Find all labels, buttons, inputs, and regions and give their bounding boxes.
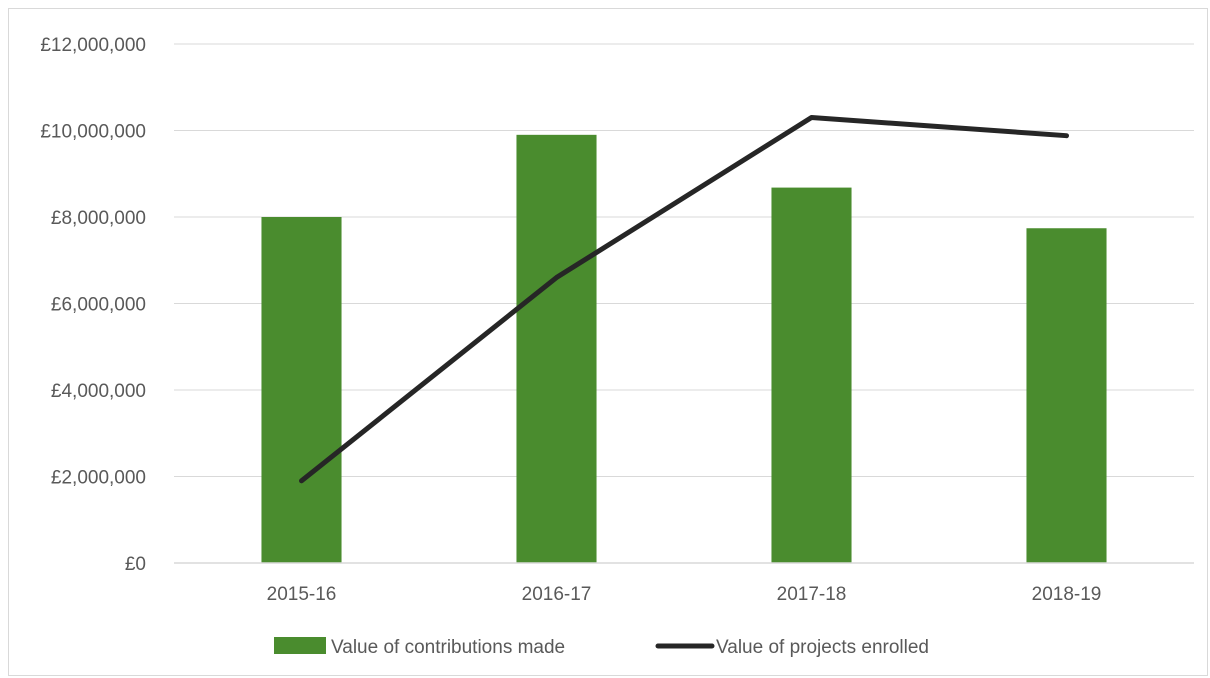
x-tick-label: 2016-17	[522, 584, 592, 605]
y-tick-label: £10,000,000	[40, 122, 146, 143]
y-tick-label: £6,000,000	[51, 295, 146, 316]
y-tick-label: £0	[125, 554, 146, 575]
y-tick-label: £8,000,000	[51, 208, 146, 229]
legend: Value of contributions made Value of pro…	[274, 637, 929, 658]
x-tick-label: 2015-16	[267, 584, 337, 605]
gridlines	[174, 43, 1194, 477]
y-tick-label: £4,000,000	[51, 381, 146, 402]
axes: £0 £2,000,000 £4,000,000 £6,000,000 £8,000,0…	[40, 35, 1194, 605]
chart-frame	[8, 8, 1208, 676]
line-projects	[299, 115, 1069, 484]
legend-label-contributions: Value of contributions made	[331, 637, 565, 658]
line-series	[299, 115, 1069, 484]
bar-series	[261, 134, 1107, 563]
legend-label-projects: Value of projects enrolled	[716, 637, 929, 658]
bar-contributions	[771, 187, 852, 563]
y-tick-label: £12,000,000	[40, 35, 146, 56]
bar-contributions	[516, 134, 597, 563]
y-tick-label: £2,000,000	[51, 468, 146, 489]
bar-contributions	[261, 217, 342, 563]
bar-contributions	[1026, 228, 1107, 563]
x-tick-label: 2018-19	[1032, 584, 1102, 605]
x-tick-label: 2017-18	[777, 584, 847, 605]
legend-swatch-contributions	[274, 637, 326, 654]
